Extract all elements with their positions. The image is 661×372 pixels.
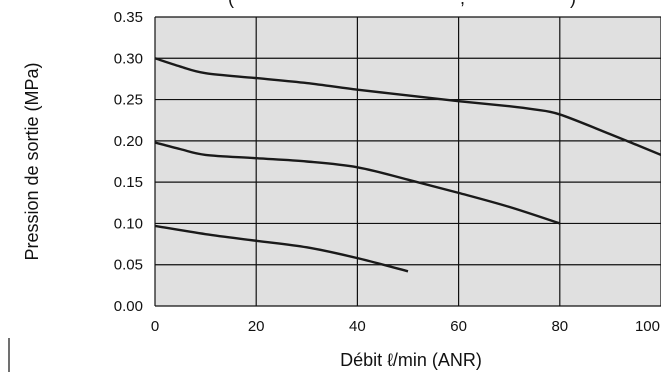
series-line-2 — [155, 141, 561, 225]
y-axis-title: Pression de sortie (MPa) — [22, 62, 42, 260]
x-tick-label-1: 20 — [248, 318, 265, 335]
x-tick-label-4: 80 — [551, 318, 568, 335]
clipped-paren-close: ) — [570, 0, 576, 8]
series-line-3 — [155, 224, 409, 273]
y-tick-label-7: 0.35 — [114, 9, 143, 26]
y-tick-label-2: 0.10 — [114, 215, 143, 232]
y-tick-label-4: 0.20 — [114, 133, 143, 150]
series-layer — [155, 57, 661, 273]
x-tick-label-0: 0 — [151, 318, 159, 335]
series-line-1 — [155, 57, 661, 157]
y-tick-label-6: 0.30 — [114, 50, 143, 67]
plot-area — [155, 17, 661, 306]
x-tick-label-2: 40 — [349, 318, 366, 335]
clipped-comma: , — [460, 0, 465, 8]
clipped-title-fragment: ( , ) — [228, 0, 576, 8]
x-tick-label-5: 100 — [635, 318, 660, 335]
y-tick-label-1: 0.05 — [114, 257, 143, 274]
x-axis-title: Débit ℓ/min (ANR) — [340, 350, 482, 370]
clipped-paren-open: ( — [228, 0, 234, 8]
tick-labels: 0.00 0.05 0.10 0.15 0.20 0.25 0.30 0.35 0 20 40 60 8… — [114, 9, 660, 335]
grid — [154, 16, 661, 307]
y-tick-label-5: 0.25 — [114, 92, 143, 109]
y-tick-label-0: 0.00 — [114, 298, 143, 315]
x-tick-label-3: 60 — [450, 318, 467, 335]
y-tick-label-3: 0.15 — [114, 174, 143, 191]
